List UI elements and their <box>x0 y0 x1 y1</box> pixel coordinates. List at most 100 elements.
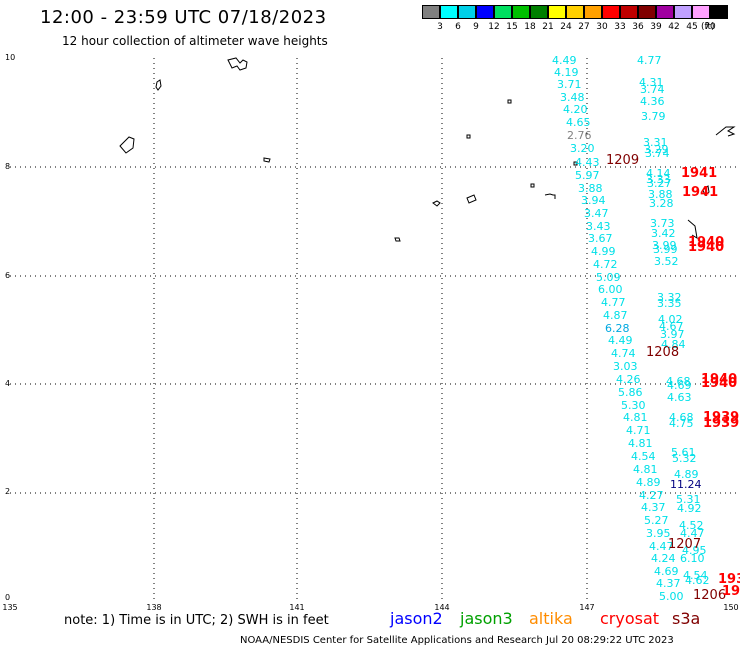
wave-height-label: 4.14 <box>646 167 671 180</box>
wave-height-label: 4.65 <box>566 116 591 129</box>
lat-lon-grid <box>10 58 738 600</box>
wave-height-label: 1209 <box>606 153 640 168</box>
colorbar-label: 27 <box>578 22 590 32</box>
colorbar-swatch <box>422 5 440 19</box>
wave-height-label: 4.68 <box>669 411 694 424</box>
x-tick-label: 144 <box>434 603 450 612</box>
wave-height-label: 3.28 <box>649 197 674 210</box>
legend-entry: s3a <box>672 609 701 628</box>
wave-height-label: 3.03 <box>613 360 638 373</box>
wave-height-label: 4.49 <box>608 334 633 347</box>
colorbar-swatch <box>476 5 494 19</box>
footnote: note: 1) Time is in UTC; 2) SWH is in fe… <box>64 613 329 628</box>
colorbar-swatch <box>620 5 638 19</box>
colorbar-swatch <box>440 5 458 19</box>
wave-height-label: 5.61 <box>671 446 696 459</box>
island-outline <box>507 99 512 104</box>
colorbar-label: 30 <box>596 22 608 32</box>
colorbar-label: 24 <box>560 22 572 32</box>
wave-height-label: 4.19 <box>554 66 579 79</box>
colorbar-swatch <box>584 5 602 19</box>
wave-height-label: 3.67 <box>588 232 613 245</box>
x-tick-label: 135 <box>2 603 18 612</box>
colorbar-label: 70 <box>704 22 716 32</box>
wave-height-label: 3.88 <box>648 188 673 201</box>
wave-height-label: 4.67 <box>659 320 684 333</box>
legend-entry: jason2 <box>390 609 443 628</box>
island-outline <box>155 79 162 91</box>
colorbar-swatch <box>656 5 674 19</box>
wave-height-label: 4.84 <box>661 338 686 351</box>
colorbar-label: 42 <box>668 22 680 32</box>
colorbar-label: 45 <box>686 22 698 32</box>
wave-height-label: 4.68 <box>666 375 691 388</box>
wave-height-label: 3.95 <box>646 527 671 540</box>
colorbar-label: 33 <box>614 22 626 32</box>
wave-height-label: 3.52 <box>654 255 679 268</box>
wave-height-label: 193 <box>718 572 740 587</box>
wave-height-label: 2.76 <box>567 129 592 142</box>
wave-height-label: 3.94 <box>581 194 606 207</box>
wave-height-label: 11.24 <box>670 478 702 491</box>
wave-height-label: 3.79 <box>641 110 666 123</box>
colorbar-swatch <box>458 5 476 19</box>
x-tick-label: 141 <box>289 603 305 612</box>
colorbar-swatch <box>494 5 512 19</box>
wave-height-label: 3.71 <box>557 78 582 91</box>
legend-entry: cryosat <box>600 609 660 628</box>
island-outline <box>227 57 248 71</box>
wave-height-label: 3.74 <box>640 83 665 96</box>
wave-height-label: 4.37 <box>641 501 666 514</box>
wave-height-label: 1940 <box>701 376 738 391</box>
wave-height-label: 4.24 <box>651 552 676 565</box>
wave-height-label: 4.92 <box>677 502 702 515</box>
island-outline <box>544 193 556 199</box>
wave-height-label: 4.69 <box>667 379 692 392</box>
wave-height-label: 3.27 <box>647 177 672 190</box>
x-tick-label: 147 <box>579 603 595 612</box>
wave-height-label: 4.54 <box>683 569 708 582</box>
wave-height-label: 4.77 <box>637 54 662 67</box>
wave-height-label: 4.77 <box>601 296 626 309</box>
colorbar-swatch <box>674 5 692 19</box>
wave-height-label: 4.89 <box>636 476 661 489</box>
island-outline <box>432 200 441 207</box>
colorbar-swatch <box>512 5 530 19</box>
wave-height-label: 4.47 <box>680 527 705 540</box>
wave-height-label: 5.86 <box>618 386 643 399</box>
coastlines <box>119 57 736 242</box>
wave-height-label: 4.37 <box>656 577 681 590</box>
wave-height-label: 3.74 <box>645 147 670 160</box>
wave-height-label: 3.20 <box>570 142 595 155</box>
wave-height-label: 6.10 <box>680 552 705 565</box>
island-outline <box>263 157 271 163</box>
wave-height-label: 4.54 <box>631 450 656 463</box>
wave-height-label: 3.48 <box>560 91 585 104</box>
wave-height-label: 3.73 <box>650 217 675 230</box>
colorbar-label: 15 <box>506 22 518 32</box>
legend-entry: jason3 <box>460 609 513 628</box>
wave-height-label: 3.33 <box>646 173 671 186</box>
wave-height-label: 1207 <box>668 537 702 552</box>
wave-height-label: 5.00 <box>659 590 684 603</box>
island-outline <box>687 219 698 239</box>
wave-height-label: 4.36 <box>640 95 665 108</box>
wave-height-label: 1206 <box>693 588 727 603</box>
wave-height-label: 1939 <box>703 416 740 431</box>
wave-height-label: 4.99 <box>591 245 616 258</box>
colorbar-unit: (ft) <box>701 22 715 32</box>
wave-height-label: 5.30 <box>621 399 646 412</box>
wave-height-label: 1208 <box>646 345 680 360</box>
y-tick-label: 0 <box>5 593 11 602</box>
island-outline <box>119 136 135 154</box>
wave-height-label: 4.31 <box>639 76 664 89</box>
island-outline <box>530 183 535 188</box>
wave-height-label: 1940 <box>701 372 738 387</box>
wave-height-label: 4.89 <box>674 468 699 481</box>
colorbar-swatch <box>566 5 584 19</box>
wave-height-label: 3.29 <box>644 143 669 156</box>
wave-height-label: 3.99 <box>653 243 678 256</box>
wave-height-label: 4.63 <box>667 391 692 404</box>
wave-height-label: 1939 <box>703 410 740 425</box>
